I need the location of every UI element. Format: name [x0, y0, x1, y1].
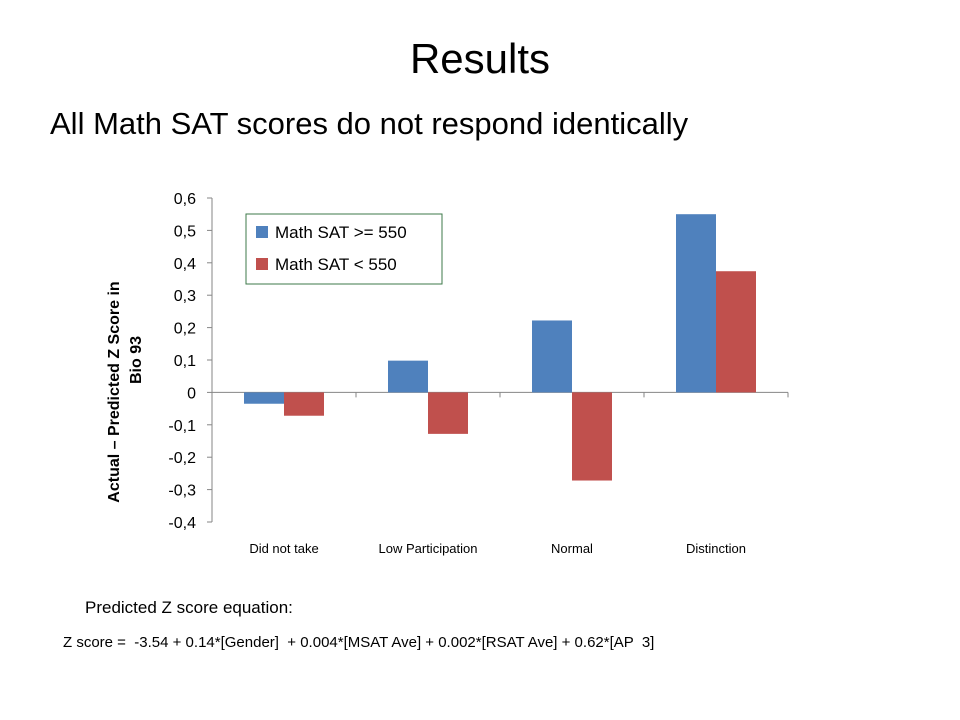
y-tick-label: 0,3 — [174, 288, 196, 305]
y-tick-label: -0,3 — [168, 483, 196, 500]
y-tick-label: 0,4 — [174, 256, 196, 273]
y-tick-label: -0,4 — [168, 515, 196, 532]
slide-subtitle: All Math SAT scores do not respond ident… — [50, 106, 689, 141]
y-tick-label: 0,6 — [174, 191, 196, 208]
equation-text: Z score = -3.54 + 0.14*[Gender] + 0.004*… — [63, 634, 655, 651]
x-tick-label: Did not take — [249, 541, 318, 556]
bars — [244, 214, 756, 481]
x-tick-label: Low Participation — [379, 541, 478, 556]
bar-high-sat-distinction — [676, 214, 716, 393]
equation-label: Predicted Z score equation: — [85, 598, 293, 617]
x-tick-label: Normal — [551, 541, 593, 556]
legend-swatch — [256, 258, 268, 270]
tick-labels: -0,4 -0,3 -0,2 -0,1 0 0,1 0,2 0,3 0,4 0,5 0,6 Did n… — [168, 191, 746, 556]
y-tick-label: -0,1 — [168, 418, 196, 435]
y-axis-title-line-1: Actual – Predicted Z Score in — [106, 281, 123, 502]
bar-low-sat-did-not-take — [284, 392, 324, 416]
bar-high-sat-did-not-take — [244, 392, 284, 404]
slide-title: Results — [409, 35, 551, 82]
y-axis-title: Actual – Predicted Z Score in Bio 93 — [106, 281, 145, 502]
bar-high-sat-low-participation — [388, 360, 428, 393]
legend-label: Math SAT < 550 — [275, 255, 397, 274]
bar-low-sat-distinction — [716, 271, 756, 393]
x-tick-label: Distinction — [686, 541, 746, 556]
y-tick-label: 0,1 — [174, 353, 196, 370]
y-tick-label: -0,2 — [168, 450, 196, 467]
bar-low-sat-low-participation — [428, 392, 468, 434]
y-axis-title-line-2: Bio 93 — [128, 336, 145, 384]
bar-high-sat-normal — [532, 320, 572, 393]
legend-label: Math SAT >= 550 — [275, 223, 407, 242]
bar-low-sat-normal — [572, 392, 612, 481]
y-tick-label: 0,2 — [174, 321, 196, 338]
legend-box — [245, 213, 443, 285]
y-tick-label: 0 — [187, 385, 196, 402]
legend: Math SAT >= 550 Math SAT < 550 — [245, 213, 443, 285]
y-tick-label: 0,5 — [174, 223, 196, 240]
legend-swatch — [256, 226, 268, 238]
